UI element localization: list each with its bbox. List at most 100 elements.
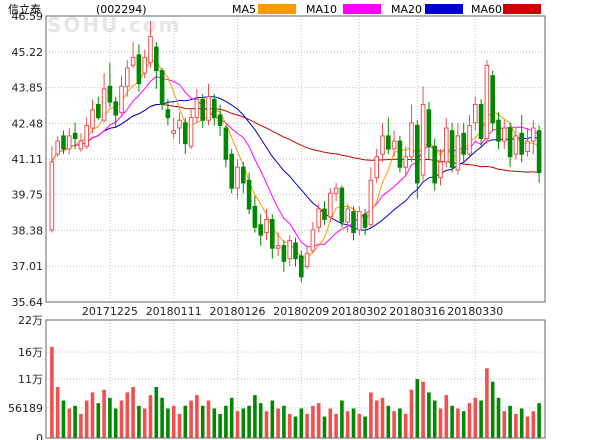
- volume-bar: [467, 403, 472, 438]
- candle-body: [316, 208, 321, 228]
- candle-body: [357, 211, 362, 231]
- candle-body: [293, 242, 298, 260]
- volume-frame: [45, 319, 546, 439]
- candle-body: [397, 140, 403, 168]
- candle-body: [90, 109, 95, 129]
- volume-tick-label: 11万: [18, 373, 43, 386]
- candle-body: [322, 208, 327, 220]
- candle-body: [333, 187, 339, 194]
- volume-bar: [409, 389, 414, 438]
- volume-bar: [508, 405, 512, 438]
- price-tick-label: 42.48: [12, 117, 44, 130]
- volume-bar: [316, 403, 321, 438]
- candle-body: [142, 57, 147, 74]
- candle-body: [339, 187, 345, 223]
- candle-body: [107, 85, 113, 103]
- date-tick-label: 20180302: [331, 305, 387, 318]
- candle-body: [67, 135, 72, 150]
- candle-body: [194, 98, 200, 119]
- volume-bar: [450, 405, 454, 438]
- candle-body: [177, 119, 182, 129]
- volume-bar: [357, 413, 362, 438]
- volume-bar: [148, 395, 153, 438]
- candle-body: [478, 104, 484, 139]
- candle-body: [212, 98, 217, 119]
- candle-body: [310, 229, 316, 252]
- legend-ma10-label: MA10: [306, 3, 337, 16]
- volume-bar: [154, 387, 159, 438]
- candle-body: [235, 166, 240, 189]
- candle-body: [362, 213, 368, 228]
- volume-bar: [218, 413, 222, 438]
- legend-ma10-swatch: [343, 4, 381, 14]
- volume-bar: [50, 346, 54, 438]
- volume-tick-label: 22万: [18, 314, 43, 327]
- candle-body: [461, 132, 466, 155]
- volume-bar: [160, 397, 164, 438]
- header-legend: 信立泰 (002294) MA5 MA10 MA20 MA60: [8, 2, 541, 16]
- volume-bar: [374, 400, 379, 438]
- candle-body: [299, 255, 304, 278]
- volume-bar: [479, 400, 483, 438]
- volume-bar: [177, 413, 182, 438]
- volume-bar: [328, 408, 333, 438]
- candle-body: [119, 85, 124, 113]
- volume-bar: [108, 397, 112, 438]
- volume-bar: [166, 408, 170, 438]
- candle-body: [84, 124, 90, 147]
- candle-body: [345, 208, 350, 223]
- volume-bar: [79, 413, 83, 438]
- candle-body: [449, 130, 455, 168]
- date-tick-label: 20180330: [447, 305, 503, 318]
- candle-body: [183, 122, 188, 145]
- volume-bar: [183, 405, 188, 438]
- volume-bar: [200, 405, 205, 438]
- candle-body: [229, 153, 234, 189]
- volume-bar: [90, 392, 95, 438]
- price-tick-label: 37.01: [12, 260, 44, 273]
- ma20-line: [51, 96, 540, 231]
- candle-body: [165, 109, 171, 119]
- volume-bar: [334, 413, 338, 438]
- volume-bar: [525, 416, 530, 438]
- candle-body: [484, 64, 490, 139]
- candle-body: [61, 135, 66, 150]
- volume-bar: [432, 400, 437, 438]
- volume-bar: [264, 411, 269, 438]
- volume-bar: [490, 381, 495, 438]
- candle-body: [270, 219, 275, 249]
- volume-bar: [461, 411, 466, 438]
- date-axis: 20171225 20180111 20180126 20180209 20180302…: [82, 305, 503, 318]
- candle-body: [304, 252, 310, 267]
- date-tick-label: 20180111: [146, 305, 202, 318]
- candle-body: [415, 124, 420, 184]
- volume-bar: [119, 400, 124, 438]
- volume-bar: [282, 405, 286, 438]
- candle-body: [513, 135, 519, 155]
- volume-bars: [50, 346, 541, 438]
- volume-bar: [55, 387, 60, 438]
- watermark: SOHU.com: [47, 13, 181, 37]
- legend-ma20-swatch: [425, 4, 463, 14]
- candle-body: [409, 122, 414, 158]
- candle-body: [171, 130, 176, 134]
- candle-body: [72, 132, 78, 140]
- candle-body: [496, 119, 501, 142]
- candle-body: [101, 88, 107, 121]
- date-tick-label: 20180209: [273, 305, 329, 318]
- candle-body: [78, 140, 84, 150]
- volume-bar: [137, 405, 141, 438]
- candle-body: [502, 127, 507, 142]
- volume-bar: [421, 381, 425, 438]
- volume-bar: [363, 416, 367, 438]
- volume-bar: [293, 416, 298, 438]
- volume-bar: [514, 413, 518, 438]
- volume-bar: [84, 400, 89, 438]
- candle-body: [420, 104, 426, 176]
- candle-body: [206, 96, 211, 121]
- volume-bar: [345, 411, 350, 438]
- price-frame: [45, 15, 546, 303]
- candle-body: [113, 101, 119, 116]
- volume-bar: [299, 408, 304, 438]
